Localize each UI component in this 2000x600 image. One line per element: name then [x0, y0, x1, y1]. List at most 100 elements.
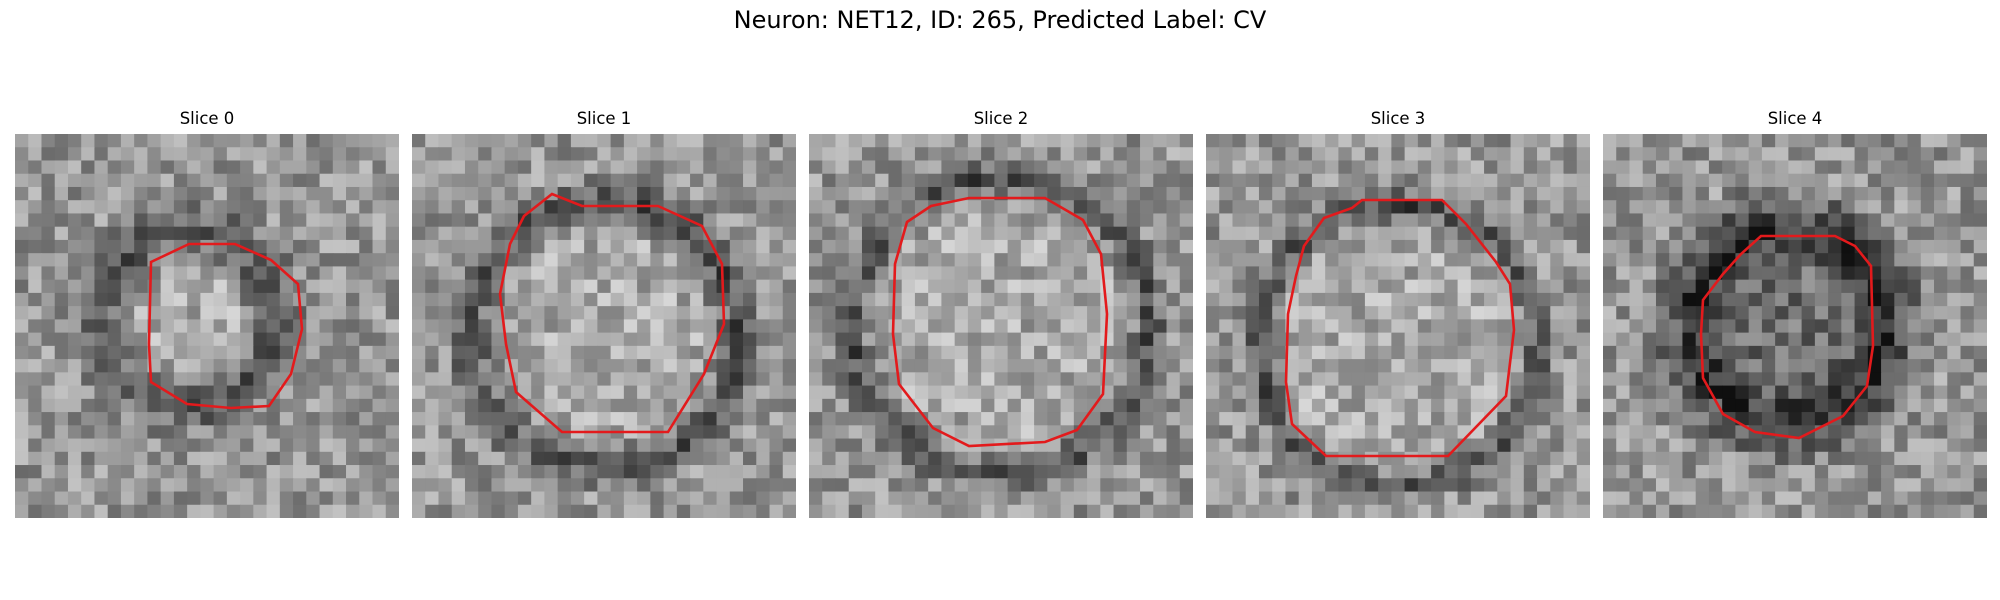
image-pixel: [676, 292, 691, 307]
image-pixel: [1655, 319, 1670, 334]
image-pixel: [1655, 279, 1670, 294]
image-pixel: [438, 491, 453, 506]
image-pixel: [1417, 213, 1432, 228]
image-pixel: [1761, 186, 1776, 201]
image-pixel: [1100, 491, 1115, 506]
image-pixel: [1311, 438, 1326, 453]
image-pixel: [1523, 239, 1538, 254]
image-pixel: [1219, 478, 1234, 493]
image-pixel: [67, 504, 82, 518]
image-pixel: [266, 306, 281, 320]
image-pixel: [967, 359, 982, 373]
image-pixel: [1126, 478, 1141, 493]
image-pixel: [756, 173, 771, 188]
image-pixel: [1629, 412, 1644, 426]
image-pixel: [848, 425, 863, 440]
image-pixel: [769, 398, 784, 413]
image-pixel: [1391, 438, 1406, 453]
image-pixel: [1867, 345, 1882, 360]
image-pixel: [1576, 319, 1590, 334]
image-pixel: [372, 186, 387, 201]
image-pixel: [1947, 398, 1962, 413]
image-pixel: [1444, 398, 1459, 413]
image-pixel: [438, 372, 453, 387]
image-pixel: [412, 438, 426, 453]
image-pixel: [504, 438, 519, 453]
image-pixel: [1232, 173, 1247, 188]
image-pixel: [888, 359, 903, 373]
image-pixel: [28, 306, 43, 320]
image-pixel: [1325, 306, 1340, 320]
image-pixel: [544, 173, 559, 188]
image-pixel: [1060, 319, 1075, 334]
image-pixel: [809, 504, 823, 518]
image-pixel: [1814, 478, 1829, 493]
image-pixel: [1087, 239, 1101, 254]
image-pixel: [451, 425, 466, 440]
image-pixel: [1113, 160, 1128, 175]
image-pixel: [1510, 266, 1525, 281]
image-pixel: [1920, 147, 1935, 162]
image-pixel: [253, 213, 268, 228]
image-pixel: [610, 451, 625, 466]
image-pixel: [888, 147, 903, 162]
image-pixel: [1537, 186, 1551, 201]
image-pixel: [1351, 451, 1366, 466]
image-pixel: [1325, 425, 1340, 440]
image-pixel: [1920, 412, 1935, 426]
image-pixel: [306, 292, 321, 307]
image-pixel: [279, 359, 294, 373]
image-pixel: [1655, 160, 1670, 175]
image-pixel: [1603, 292, 1617, 307]
image-pixel: [28, 292, 43, 307]
image-pixel: [875, 253, 890, 268]
image-pixel: [1153, 213, 1168, 228]
image-pixel: [1166, 372, 1181, 387]
image-pixel: [94, 319, 109, 334]
image-pixel: [1960, 253, 1975, 268]
image-pixel: [346, 226, 360, 241]
image-pixel: [1484, 134, 1498, 148]
image-pixel: [769, 147, 784, 162]
image-pixel: [914, 491, 929, 506]
image-pixel: [478, 173, 493, 188]
image-pixel: [464, 213, 479, 228]
image-pixel: [1470, 385, 1485, 400]
image-pixel: [1206, 239, 1220, 254]
image-pixel: [1100, 504, 1115, 518]
image-pixel: [1510, 491, 1525, 506]
image-pixel: [1351, 478, 1366, 493]
image-pixel: [928, 173, 943, 188]
image-pixel: [928, 385, 943, 400]
image-pixel: [1166, 213, 1181, 228]
image-pixel: [1616, 253, 1631, 268]
image-pixel: [1934, 306, 1948, 320]
image-pixel: [1854, 160, 1869, 175]
image-pixel: [1060, 438, 1075, 453]
image-pixel: [703, 173, 718, 188]
image-pixel: [464, 147, 479, 162]
image-pixel: [782, 465, 796, 479]
image-pixel: [1907, 213, 1922, 228]
image-pixel: [1179, 385, 1193, 400]
image-pixel: [1550, 504, 1565, 518]
image-pixel: [359, 332, 374, 347]
image-pixel: [134, 253, 149, 268]
image-pixel: [1761, 372, 1776, 387]
image-pixel: [1960, 147, 1975, 162]
image-pixel: [1616, 412, 1631, 426]
image-pixel: [848, 438, 863, 453]
image-pixel: [332, 385, 347, 400]
image-pixel: [1722, 465, 1737, 479]
image-pixel: [914, 359, 929, 373]
image-pixel: [928, 253, 943, 268]
image-pixel: [187, 253, 201, 268]
image-pixel: [1351, 385, 1366, 400]
image-pixel: [1166, 279, 1181, 294]
image-pixel: [372, 504, 387, 518]
image-pixel: [531, 134, 546, 148]
image-pixel: [478, 385, 493, 400]
image-pixel: [451, 465, 466, 479]
image-pixel: [1907, 412, 1922, 426]
image-pixel: [1735, 451, 1750, 466]
